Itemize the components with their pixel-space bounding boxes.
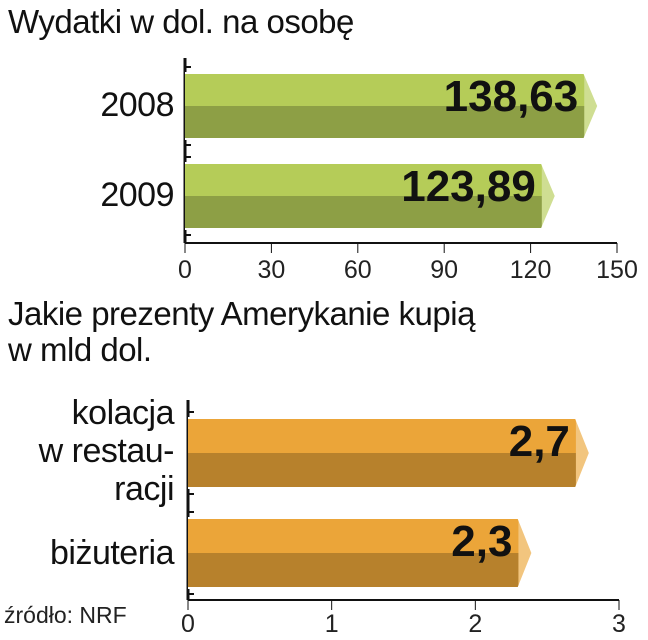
chart2-category-bizuteria: biżuteria: [49, 534, 175, 572]
chart2-title-line2: w mld dol.: [8, 331, 152, 368]
bar-value-label: 2,7: [509, 417, 570, 466]
bar-value-label: 138,63: [444, 72, 579, 121]
bar: [185, 73, 599, 106]
x-tick-label: 0: [181, 610, 195, 638]
x-tick-label: 3: [612, 610, 626, 638]
bar-outline: [188, 517, 534, 589]
bar-outline: [185, 72, 600, 140]
chart1-category-2009: 2009: [100, 176, 174, 214]
bar-value-label: 123,89: [401, 162, 536, 211]
chart2-category-line: w restau-: [38, 432, 175, 470]
bar-cap: [541, 163, 556, 229]
x-tick-label: 0: [178, 256, 192, 284]
bar-shadow: [188, 553, 533, 588]
bar-cap: [518, 518, 533, 588]
chart1-plot: 0 30 60 90 120 150 138,63 123,89: [178, 58, 638, 284]
chart2-category-line: kolacja: [71, 394, 175, 432]
x-tick-label: 120: [510, 256, 552, 284]
x-tick-label: 150: [596, 256, 638, 284]
x-tick-label: 90: [430, 256, 458, 284]
chart2-title-line1: Jakie prezenty Amerykanie kupią: [8, 295, 475, 332]
x-tick-label: 2: [468, 610, 482, 638]
bar: [185, 163, 556, 196]
chart2-title: Jakie prezenty Amerykanie kupią w mld do…: [8, 296, 475, 368]
x-tick-label: 1: [325, 610, 339, 638]
bar-shadow: [185, 196, 556, 229]
bar: [188, 418, 590, 453]
bar-cap: [584, 73, 599, 139]
chart2-category-kolacja: kolacja w restau- racji: [38, 394, 175, 508]
chart1-category-2008: 2008: [100, 86, 174, 124]
bar-outline: [188, 417, 591, 489]
x-tick-label: 60: [344, 256, 372, 284]
x-tick-label: 30: [257, 256, 285, 284]
bar-outline: [185, 162, 557, 230]
chart2-category-line: racji: [114, 470, 174, 508]
chart1-title: Wydatki w dol. na osobę: [8, 3, 354, 40]
bar-shadow: [188, 453, 590, 488]
bar-shadow: [185, 106, 599, 139]
bar-cap: [575, 418, 590, 488]
source-note: źródło: NRF: [4, 602, 127, 628]
bar-value-label: 2,3: [451, 517, 512, 566]
bar: [188, 518, 533, 553]
